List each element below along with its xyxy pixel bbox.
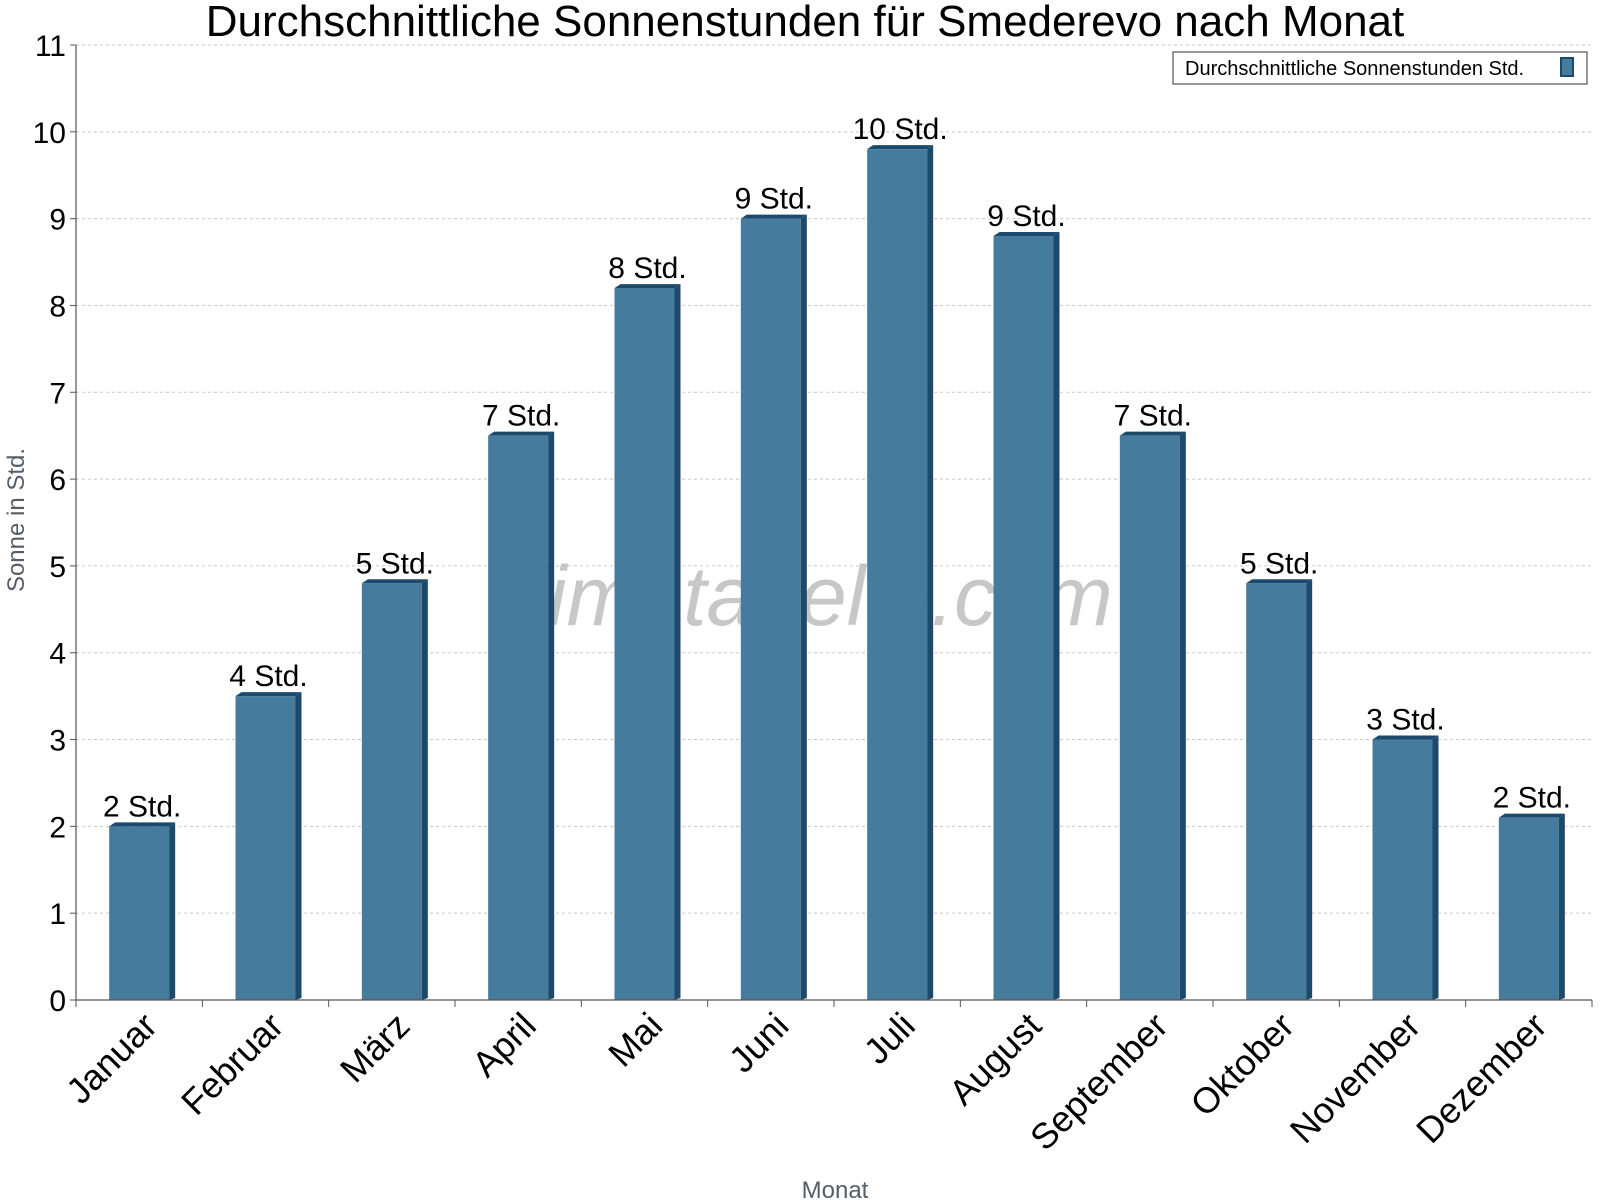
bar [1498, 813, 1565, 1000]
data-label: 5 Std. [356, 547, 434, 580]
bar [235, 692, 302, 1000]
bar-top [488, 431, 555, 436]
bar-front [614, 288, 675, 1000]
bar-side [927, 145, 934, 1000]
bar-front [109, 826, 170, 1000]
y-ticks: 0 1 2 3 4 5 6 7 8 9 10 11 [33, 30, 76, 1018]
bar-top [614, 284, 681, 289]
bars [109, 145, 1565, 1001]
bar-front [867, 149, 928, 1000]
y-tick-label: 2 [49, 811, 66, 844]
chart-title: Durchschnittliche Sonnenstunden für Smed… [206, 0, 1404, 46]
x-tick-label: März [332, 1005, 418, 1091]
bar-top [1498, 813, 1565, 818]
data-label: 3 Std. [1366, 704, 1444, 737]
bar-top [235, 692, 302, 697]
bar [614, 284, 681, 1000]
x-tick-label: Juni [721, 1005, 797, 1081]
bar-top [1246, 579, 1313, 584]
y-tick-label: 4 [49, 638, 66, 671]
bar-front [1498, 817, 1559, 1000]
y-tick-label: 6 [49, 464, 66, 497]
y-tick-label: 8 [49, 290, 66, 323]
bar-side [1432, 735, 1439, 1000]
bar-side [800, 214, 807, 1001]
x-tick-label: Juli [856, 1005, 923, 1072]
bar-side [169, 822, 176, 1000]
bar-top [993, 232, 1060, 236]
legend-box [1172, 51, 1588, 85]
data-label: 4 Std. [229, 660, 307, 693]
y-tick-label: 1 [49, 898, 66, 931]
x-tick-label: August [941, 1005, 1049, 1113]
x-tick-label: April [464, 1005, 544, 1085]
x-tick-label: Januar [58, 1005, 165, 1112]
bar [488, 431, 555, 1000]
data-label: 7 Std. [482, 400, 560, 433]
bar-side [1306, 579, 1313, 1000]
y-tick-label: 11 [35, 30, 66, 63]
bar [993, 232, 1060, 1000]
bar [867, 145, 934, 1000]
y-tick-label: 3 [49, 725, 66, 758]
bar-side [548, 431, 555, 1000]
x-tick-label: September [1022, 1005, 1176, 1159]
grid-lines [76, 44, 1592, 914]
bar-top [361, 579, 428, 584]
bar-front [235, 696, 296, 1000]
bar-top [1372, 735, 1439, 740]
data-label: 8 Std. [608, 252, 686, 285]
bar-top [740, 214, 807, 219]
data-label: 9 Std. [735, 183, 813, 216]
bar-front [740, 218, 801, 1001]
data-label: 5 Std. [1240, 547, 1318, 580]
bar [740, 214, 807, 1001]
x-tick-label: Oktober [1182, 1005, 1302, 1125]
bar-side [1558, 813, 1565, 1000]
axes [75, 45, 1592, 1001]
bar-front [1372, 739, 1433, 1000]
y-tick-label: 5 [49, 551, 66, 584]
y-tick-label: 10 [33, 117, 66, 150]
bar [361, 579, 428, 1000]
data-label: 7 Std. [1114, 400, 1192, 433]
y-axis-label: Sonne in Std. [3, 448, 30, 592]
x-axis-label: Monat [802, 1177, 869, 1200]
bar [1246, 579, 1313, 1000]
bar-side [1053, 232, 1060, 1000]
data-label: 2 Std. [1493, 782, 1571, 815]
x-tick-label: Dezember [1408, 1005, 1554, 1151]
legend-label: Durchschnittliche Sonnenstunden Std. [1185, 58, 1524, 80]
bar [1372, 735, 1439, 1000]
legend-swatch [1560, 57, 1574, 77]
data-label: 10 Std. [853, 113, 948, 146]
x-ticks: Januar Februar März April Mai Juni Juli AugustS… [58, 1000, 1593, 1159]
data-label: 2 Std. [103, 790, 181, 823]
bar-front [361, 583, 422, 1000]
x-tick-label: Februar [173, 1005, 291, 1123]
bar [109, 822, 176, 1000]
bar-front [1119, 435, 1180, 1000]
bar-side [1179, 431, 1186, 1000]
y-tick-label: 0 [49, 985, 66, 1018]
bar-side [674, 284, 681, 1000]
bar-side [421, 579, 428, 1000]
bar-top [867, 145, 934, 150]
bar-front [993, 236, 1054, 1000]
bar-top [109, 822, 176, 827]
legend: Durchschnittliche Sonnenstunden Std. [1172, 51, 1588, 85]
y-tick-label: 7 [49, 377, 66, 410]
bar-side [295, 692, 302, 1000]
bar-front [1246, 583, 1307, 1000]
bar-top [1119, 431, 1186, 436]
bar [1119, 431, 1186, 1000]
y-tick-label: 9 [49, 204, 66, 237]
bar-front [488, 435, 549, 1000]
data-label: 9 Std. [987, 200, 1065, 233]
x-tick-label: Mai [600, 1005, 670, 1075]
data-labels: 2 Std. 4 Std. 5 Std. 7 Std. 8 Std. 9 Std. 10 S… [103, 113, 1571, 823]
x-tick-label: November [1282, 1005, 1428, 1151]
